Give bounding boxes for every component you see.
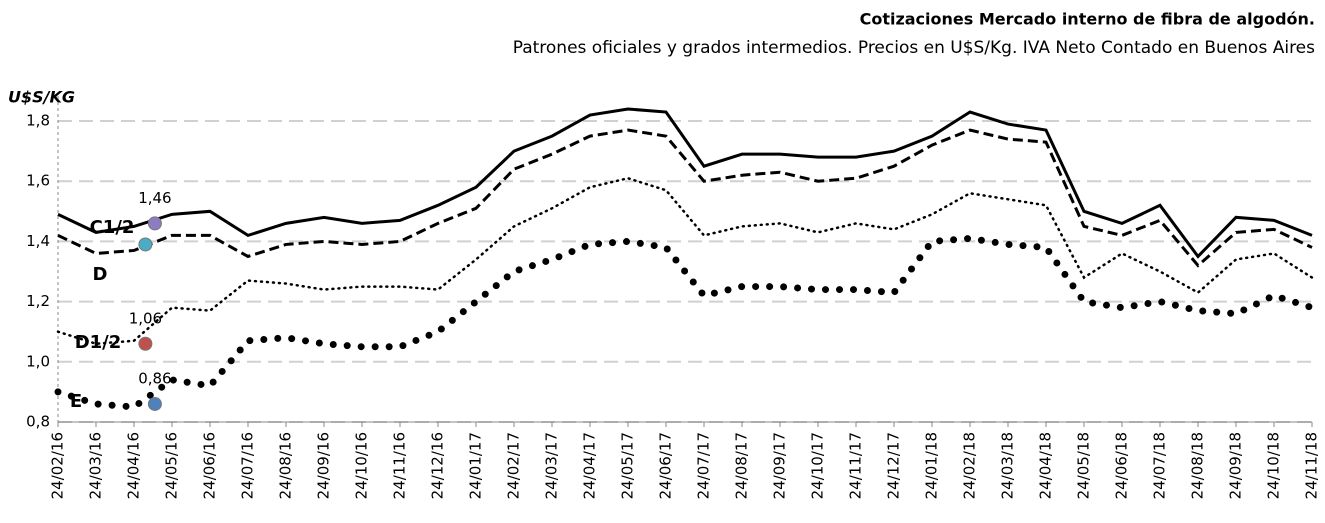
x-tick-label: 24/06/17 — [657, 432, 675, 499]
x-tick-label: 24/12/16 — [429, 432, 447, 499]
x-tick-label: 24/03/18 — [999, 432, 1017, 499]
x-tick-label: 24/08/16 — [277, 432, 295, 499]
series-label: D1/2 — [75, 332, 122, 353]
x-tick-label: 24/02/16 — [49, 432, 67, 499]
y-tick-label: 1,6 — [26, 172, 50, 190]
x-tick-label: 24/03/17 — [543, 432, 561, 499]
x-tick-label: 24/10/16 — [353, 432, 371, 499]
x-tick-label: 24/04/18 — [1037, 432, 1055, 499]
x-tick-label: 24/07/17 — [695, 432, 713, 499]
x-tick-label: 24/02/17 — [505, 432, 523, 499]
x-tick-label: 24/08/17 — [733, 432, 751, 499]
y-tick-label: 1,8 — [26, 112, 50, 130]
x-tick-label: 24/09/18 — [1227, 432, 1245, 499]
series-line — [56, 176, 1314, 346]
x-tick-label: 24/08/18 — [1189, 432, 1207, 499]
x-tick-label: 24/06/18 — [1113, 432, 1131, 499]
highlight-marker — [147, 396, 162, 411]
x-tick-label: 24/03/16 — [87, 432, 105, 499]
chart-subtitle: Patrones oficiales y grados intermedios.… — [513, 38, 1315, 58]
y-tick-label: 0,8 — [26, 413, 50, 431]
series-label: C1/2 — [90, 217, 135, 238]
x-tick-label: 24/05/17 — [619, 432, 637, 499]
x-tick-label: 24/05/18 — [1075, 432, 1093, 499]
x-tick-label: 24/04/16 — [125, 432, 143, 499]
y-tick-label: 1,0 — [26, 352, 50, 370]
x-tick-label: 24/06/16 — [201, 432, 219, 499]
x-tick-label: 24/02/18 — [961, 432, 979, 499]
x-tick-label: 24/09/16 — [315, 432, 333, 499]
x-tick-label: 24/09/17 — [771, 432, 789, 499]
x-tick-label: 24/04/17 — [581, 432, 599, 499]
x-tick-label: 24/01/18 — [923, 432, 941, 499]
x-tick-label: 24/10/17 — [809, 432, 827, 499]
highlight-label: 1,06 — [129, 309, 162, 327]
x-tick-label: 24/01/17 — [467, 432, 485, 499]
x-tick-label: 24/07/16 — [239, 432, 257, 499]
y-tick-label: 1,4 — [26, 232, 50, 250]
x-tick-label: 24/05/16 — [163, 432, 181, 499]
highlight-marker — [138, 336, 153, 351]
y-tick-label: 1,2 — [26, 292, 50, 310]
series-line — [57, 128, 1313, 268]
x-tick-label: 24/10/18 — [1265, 432, 1283, 499]
x-tick-label: 24/11/16 — [391, 432, 409, 499]
x-tick-label: 24/07/18 — [1151, 432, 1169, 499]
chart-title: Cotizaciones Mercado interno de fibra de… — [860, 10, 1315, 29]
y-axis-title: U$S/KG — [8, 88, 75, 107]
highlight-marker — [138, 237, 153, 252]
highlight-label: 1,46 — [138, 189, 171, 207]
series-label: D — [93, 264, 108, 285]
series-line — [54, 234, 1316, 411]
series-line — [57, 107, 1313, 259]
series-label: E — [70, 391, 82, 412]
highlight-label: 0,86 — [138, 369, 171, 387]
x-tick-label: 24/11/18 — [1303, 432, 1321, 499]
x-tick-label: 24/11/17 — [847, 432, 865, 499]
x-tick-label: 24/12/17 — [885, 432, 903, 499]
highlight-marker — [147, 216, 162, 231]
